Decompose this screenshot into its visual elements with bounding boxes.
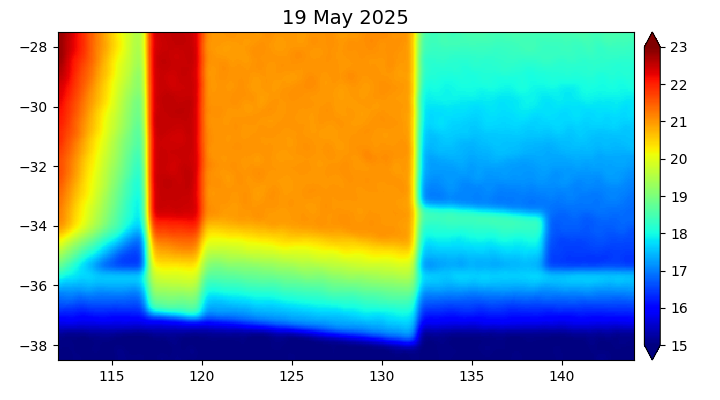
Title: 19 May 2025: 19 May 2025 — [282, 9, 409, 28]
PathPatch shape — [644, 32, 660, 47]
PathPatch shape — [644, 345, 660, 360]
